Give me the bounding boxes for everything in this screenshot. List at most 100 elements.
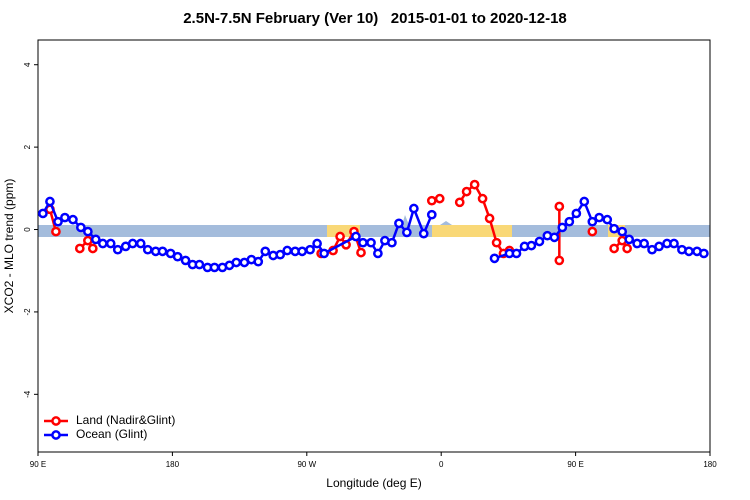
data-point	[426, 195, 437, 206]
data-point	[97, 238, 108, 249]
data-point	[549, 232, 560, 243]
data-point	[409, 203, 419, 214]
y-tick-label: 4	[23, 62, 32, 67]
data-point	[534, 236, 545, 247]
plot-frame	[37, 39, 711, 453]
data-point	[554, 255, 565, 266]
legend-marker	[51, 430, 61, 440]
x-tick-label: 180	[166, 460, 180, 469]
data-point	[45, 196, 55, 207]
data-point	[564, 216, 575, 227]
ocean-spike	[402, 215, 452, 225]
data-point	[83, 226, 93, 237]
x-tick-label: 90 E	[30, 460, 46, 469]
data-point	[557, 222, 568, 233]
data-point	[260, 246, 271, 257]
data-point	[594, 212, 605, 223]
data-point	[335, 231, 345, 242]
data-point	[461, 186, 472, 197]
data-point	[53, 216, 63, 227]
data-point	[172, 251, 183, 262]
data-point	[209, 262, 220, 273]
data-point	[624, 234, 635, 245]
data-point	[484, 213, 495, 224]
data-point	[135, 238, 146, 249]
data-point	[38, 208, 48, 219]
data-point	[194, 259, 205, 270]
data-point	[602, 214, 613, 225]
data-point	[579, 196, 590, 207]
data-point	[587, 216, 598, 227]
x-tick-label: 0	[439, 460, 444, 469]
data-point	[157, 246, 168, 257]
x-axis-label: Longitude (deg E)	[326, 476, 421, 490]
x-tick-label: 90 W	[297, 460, 316, 469]
data-point	[358, 237, 368, 248]
data-point	[180, 255, 191, 266]
legend-label: Ocean (Glint)	[76, 427, 147, 441]
data-point	[83, 235, 93, 246]
data-point	[60, 212, 70, 223]
data-point	[394, 218, 404, 229]
ocean-band	[38, 225, 710, 237]
data-point	[469, 179, 480, 190]
data-point	[76, 222, 86, 233]
land-band	[432, 225, 512, 237]
data-point	[684, 246, 694, 257]
data-point	[587, 226, 598, 237]
data-point	[351, 231, 361, 242]
data-point	[231, 257, 242, 268]
legend-label: Land (Nadir&Glint)	[76, 413, 175, 427]
data-point	[609, 223, 619, 234]
data-point	[491, 237, 502, 248]
data-point	[127, 238, 138, 249]
data-point	[554, 201, 565, 212]
data-point	[571, 208, 582, 219]
x-tick-label: 180	[703, 460, 717, 469]
legend-marker	[51, 416, 61, 426]
x-tick-label: 90 E	[567, 460, 583, 469]
data-point	[426, 209, 437, 220]
data-point	[454, 197, 465, 208]
y-tick-label: -4	[23, 390, 32, 398]
data-point	[402, 227, 412, 238]
y-tick-label: 0	[23, 227, 32, 232]
data-point	[366, 237, 376, 248]
data-point	[297, 246, 308, 257]
data-point	[51, 226, 61, 237]
data-point	[87, 243, 98, 254]
y-tick-label: -2	[23, 308, 32, 316]
data-point	[312, 238, 322, 249]
data-point	[305, 244, 315, 255]
data-point	[669, 238, 679, 249]
data-point	[489, 253, 500, 264]
data-point	[68, 214, 78, 225]
chart-title: 2.5N-7.5N February (Ver 10) 2015-01-01 t…	[183, 10, 567, 27]
data-point	[609, 243, 619, 254]
data-point	[74, 243, 85, 254]
data-point	[373, 248, 383, 259]
data-point	[142, 244, 153, 255]
data-point	[418, 228, 429, 239]
data-point	[112, 244, 123, 255]
data-point	[275, 249, 286, 260]
y-tick-label: 2	[23, 144, 32, 149]
data-point	[699, 248, 709, 259]
series-line	[48, 182, 629, 261]
data-point	[622, 243, 632, 254]
data-point	[253, 256, 264, 267]
data-point	[477, 193, 488, 204]
data-point	[654, 241, 664, 252]
data-point	[434, 193, 445, 204]
data-point	[511, 248, 522, 259]
data-point	[90, 234, 101, 245]
y-axis-label: XCO2 - MLO trend (ppm)	[2, 179, 16, 314]
data-point	[319, 248, 329, 259]
data-point	[105, 238, 116, 249]
data-point	[387, 237, 397, 248]
data-point	[282, 245, 293, 256]
data-point	[356, 247, 366, 258]
data-point	[639, 238, 649, 249]
data-point	[526, 240, 537, 251]
